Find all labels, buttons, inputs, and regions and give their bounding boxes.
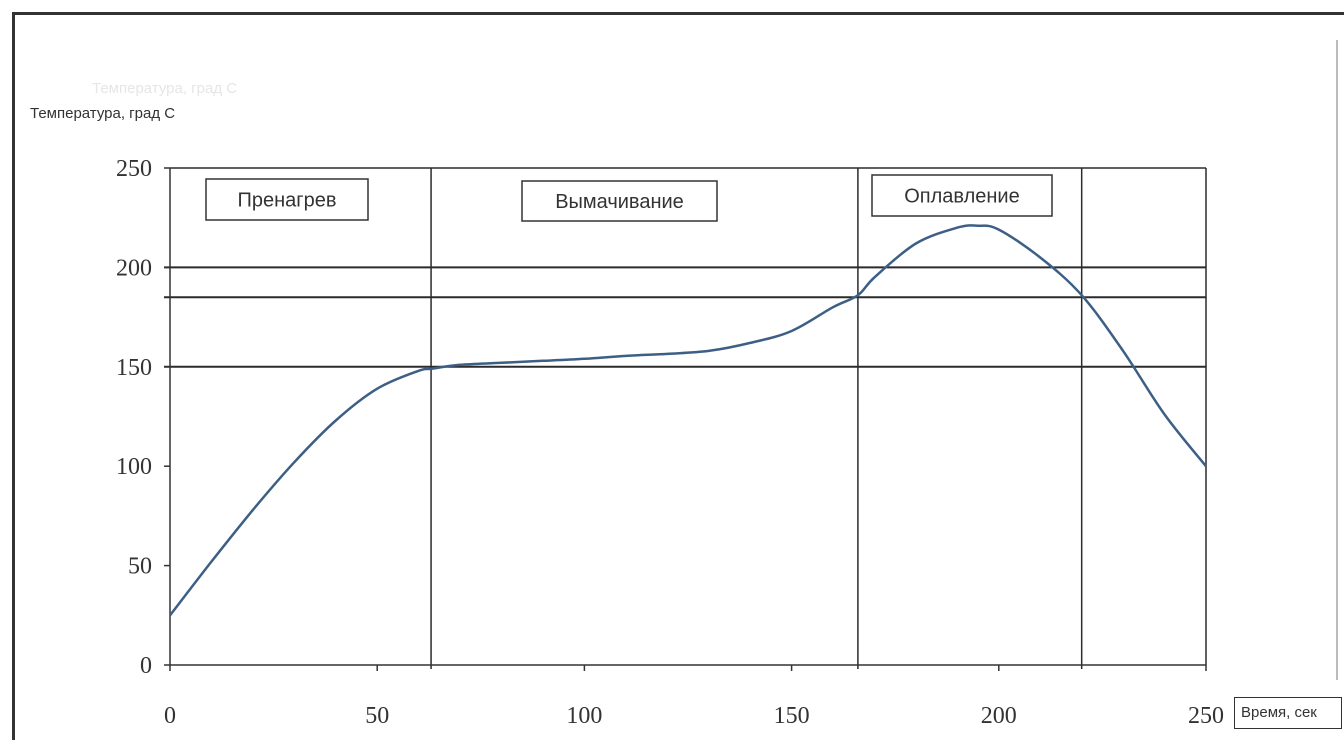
x-axis-title: Время, сек — [1234, 697, 1342, 729]
phase-label-text: Пренагрев — [238, 190, 337, 212]
series-lines — [169, 224, 1207, 617]
frame-left-border — [12, 12, 15, 740]
x-tick-label-0: 0 — [164, 703, 176, 729]
x-tick-label-200: 200 — [981, 703, 1017, 729]
x-tick-label-50: 50 — [365, 703, 389, 729]
tick-labels: 0 50 100 150 200 250 0 50 100 150 200 250 — [116, 156, 1224, 729]
y-tick-label-250: 250 — [116, 156, 152, 182]
y-tick-label-200: 200 — [116, 255, 152, 281]
y-axis-title: Температура, град С — [30, 105, 176, 122]
phase-label-2: Вымачивание — [521, 180, 718, 222]
y-tick-label-150: 150 — [116, 355, 152, 381]
phase-label-text: Вымачивание — [555, 191, 684, 213]
y-tick-label-100: 100 — [116, 454, 152, 480]
phase-label-text: Оплавление — [904, 186, 1019, 208]
phase-label-box — [521, 180, 718, 222]
x-tick-label-100: 100 — [566, 703, 602, 729]
phase-labels: Пренагрев Вымачивание Оплавление — [205, 174, 1053, 222]
y-axis-title-ghost: Температура, град С — [92, 80, 238, 97]
grid-lines — [164, 167, 1207, 669]
phase-label-3: Оплавление — [871, 174, 1053, 217]
phase-label-box — [205, 178, 369, 221]
frame-right-border — [1336, 40, 1338, 680]
axes — [164, 167, 1207, 671]
temperature-series-line — [169, 224, 1207, 617]
y-tick-label-50: 50 — [128, 554, 152, 580]
phase-label-box — [871, 174, 1053, 217]
x-tick-label-150: 150 — [774, 703, 810, 729]
phase-label-1: Пренагрев — [205, 178, 369, 221]
y-tick-label-0: 0 — [140, 653, 152, 679]
x-tick-label-250: 250 — [1188, 703, 1224, 729]
frame-top-border — [14, 12, 1344, 15]
